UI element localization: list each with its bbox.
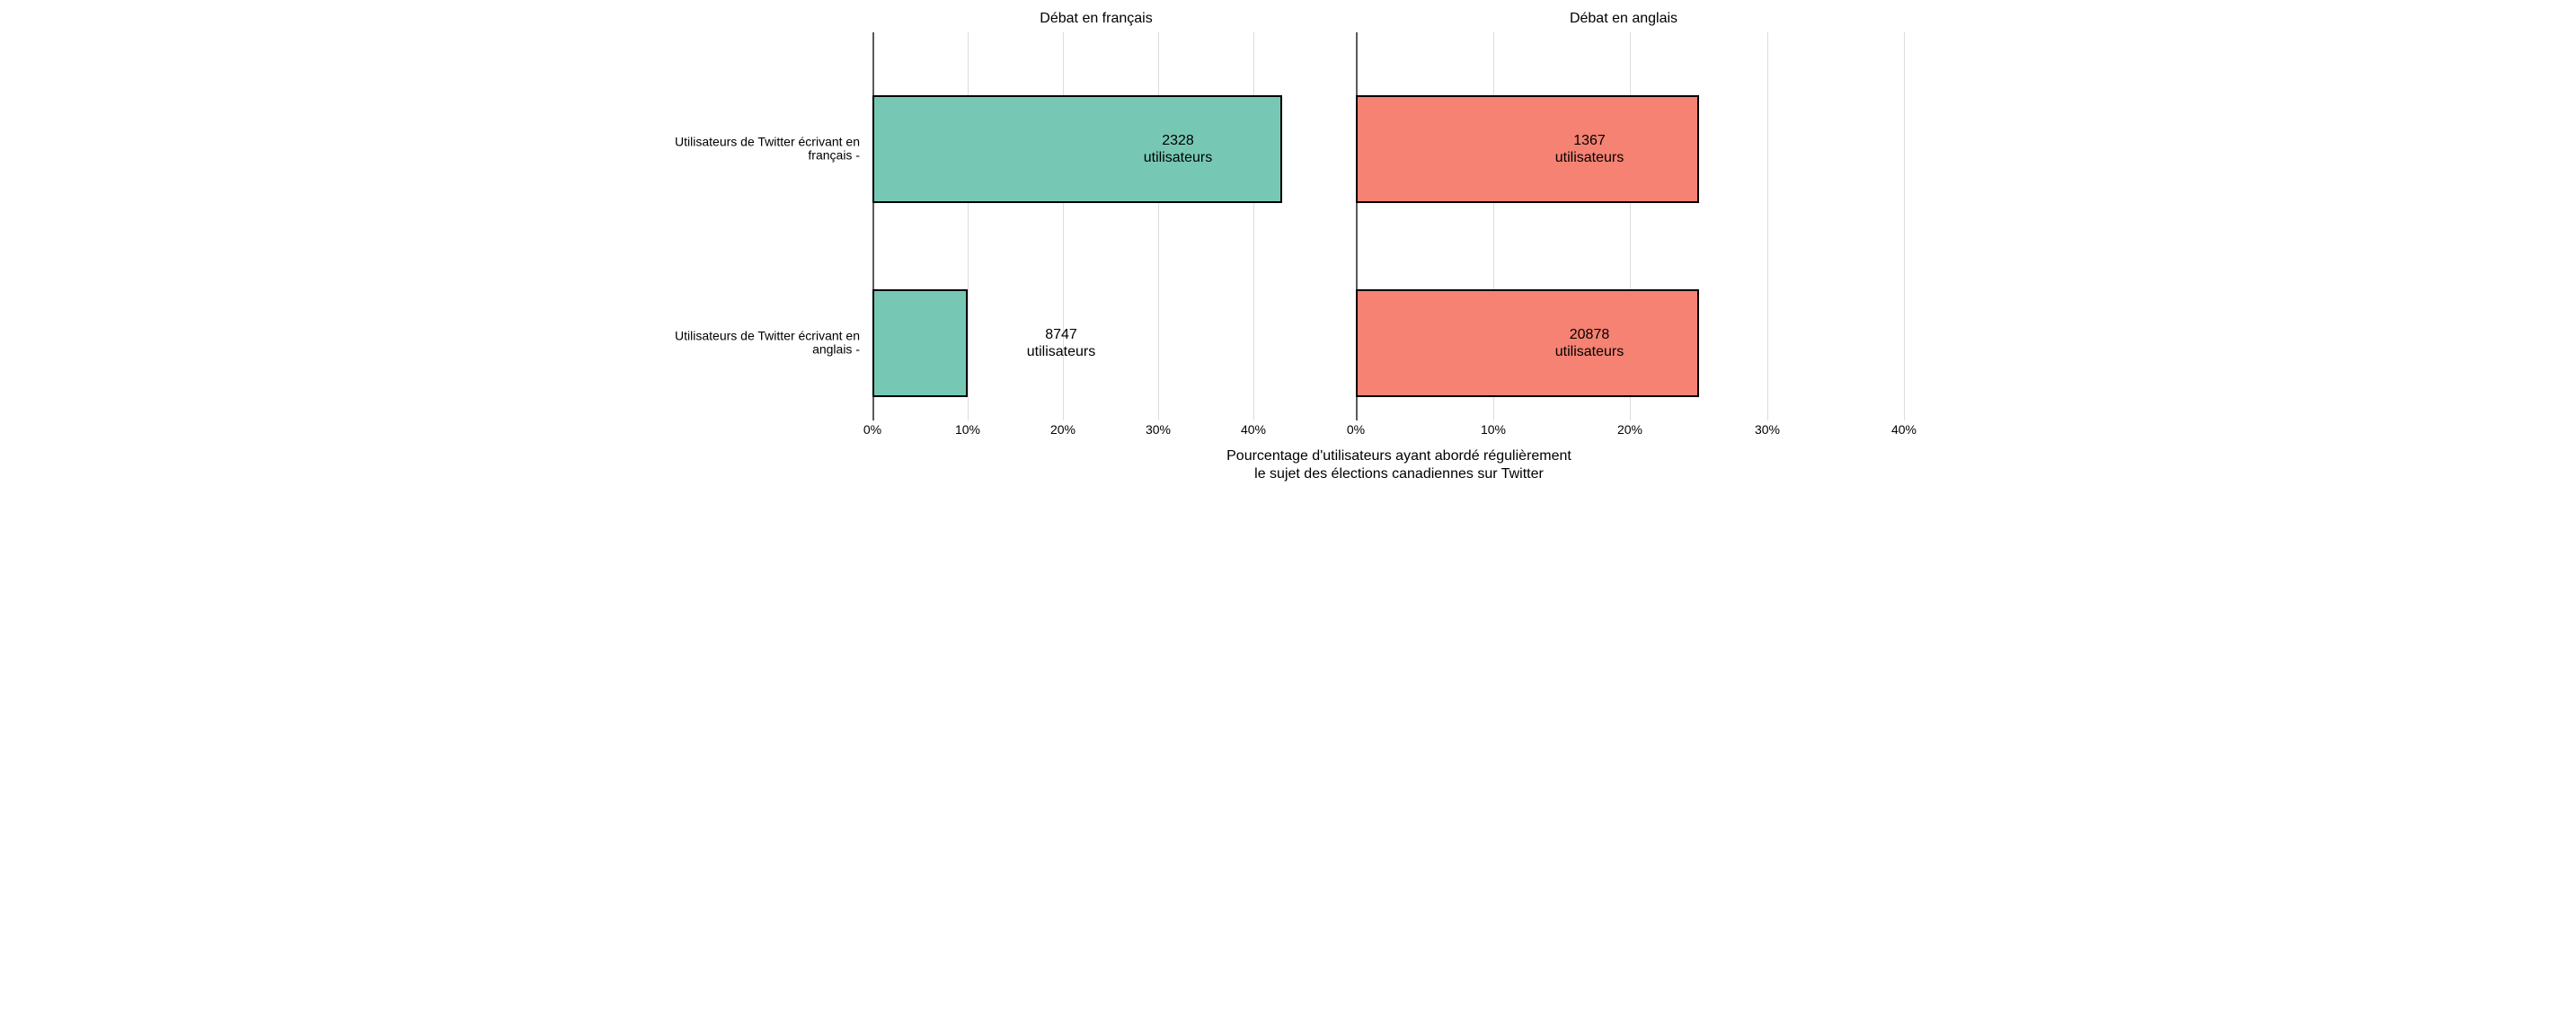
bar-count: 8747: [1045, 327, 1077, 342]
y-tick-mark: -: [855, 148, 860, 163]
y-category-label: Utilisateurs de Twitter écrivant en fran…: [644, 136, 860, 164]
bar-count: 20878: [1570, 327, 1610, 342]
y-tick-mark: -: [855, 342, 860, 357]
chart-container: Utilisateurs de Twitter écrivant en fran…: [644, 0, 1932, 513]
bar-en-frusers: [1356, 95, 1699, 203]
bar-fr-frusers: [872, 95, 1282, 203]
xtick-label: 40%: [1891, 422, 1917, 437]
x-axis-title-line2: le sujet des élections canadiennes sur T…: [1254, 466, 1544, 482]
panel-en: 1367 utilisateurs 20878 utilisateurs: [1356, 32, 1932, 420]
bar-unit: utilisateurs: [1144, 150, 1212, 165]
y-category-label: Utilisateurs de Twitter écrivant en angl…: [644, 330, 860, 358]
gridline: [1767, 32, 1768, 420]
xtick-label: 40%: [1241, 422, 1266, 437]
xtick-label: 0%: [863, 422, 881, 437]
y-category-label-text: Utilisateurs de Twitter écrivant en fran…: [675, 135, 860, 163]
bar-label: 2328 utilisateurs: [1144, 132, 1212, 166]
gridline: [1904, 32, 1905, 420]
bar-label: 1367 utilisateurs: [1555, 132, 1624, 166]
gridline: [968, 32, 969, 420]
facet-title-fr: Débat en français: [1040, 11, 1152, 27]
gridline: [1253, 32, 1254, 420]
bar-count: 1367: [1573, 133, 1606, 148]
bar-count: 2328: [1162, 133, 1194, 148]
bar-label: 20878 utilisateurs: [1555, 326, 1624, 360]
bar-unit: utilisateurs: [1555, 150, 1624, 165]
facet-title-en: Débat en anglais: [1570, 11, 1677, 27]
xtick-label: 10%: [955, 422, 980, 437]
xtick-label: 20%: [1050, 422, 1076, 437]
bar-fr-enusers: [872, 289, 968, 397]
gridline: [1158, 32, 1159, 420]
xtick-label: 30%: [1146, 422, 1171, 437]
xtick-label: 20%: [1617, 422, 1642, 437]
xtick-label: 30%: [1755, 422, 1780, 437]
x-axis-title-line1: Pourcentage d'utilisateurs ayant abordé …: [1226, 448, 1571, 464]
panel-fr: 2328 utilisateurs 8747 utilisateurs: [872, 32, 1320, 420]
x-axis-title: Pourcentage d'utilisateurs ayant abordé …: [995, 447, 1803, 483]
bar-en-enusers: [1356, 289, 1699, 397]
bar-unit: utilisateurs: [1555, 344, 1624, 359]
bar-label: 8747 utilisateurs: [1027, 326, 1095, 360]
xtick-label: 10%: [1481, 422, 1506, 437]
xtick-label: 0%: [1347, 422, 1365, 437]
bar-unit: utilisateurs: [1027, 344, 1095, 359]
gridline: [1063, 32, 1064, 420]
y-category-label-text: Utilisateurs de Twitter écrivant en angl…: [675, 329, 860, 357]
